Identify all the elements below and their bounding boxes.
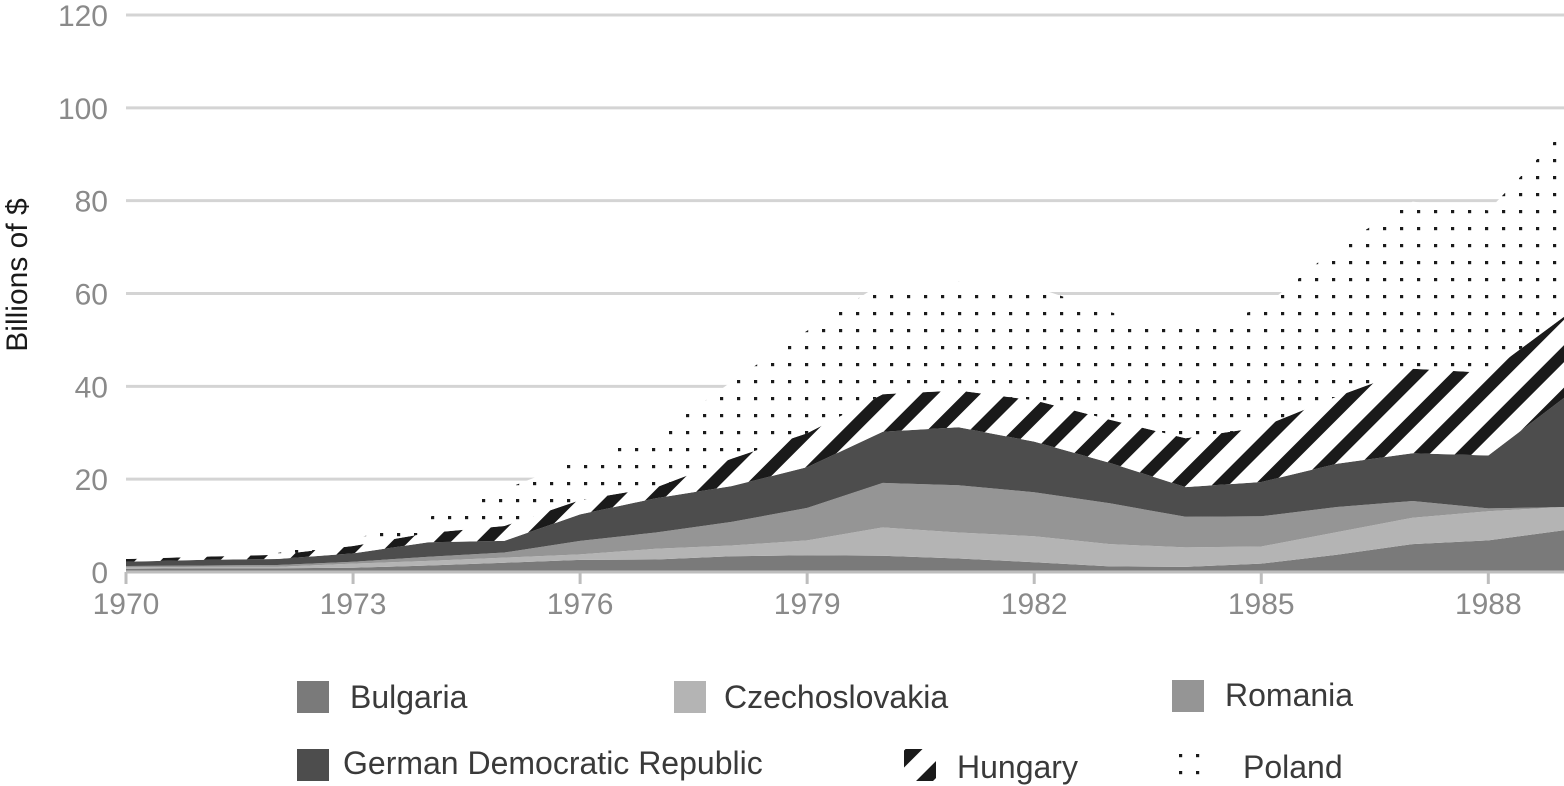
area-romania	[126, 482, 1564, 568]
legend: Bulgaria Czechoslovakia Romania German Demo…	[297, 677, 1353, 785]
x-tick-label: 1982	[1001, 588, 1068, 621]
legend-label-german-democratic-republic: German Democratic Republic	[343, 745, 763, 781]
legend-swatch-czechoslovakia	[674, 681, 706, 713]
x-tick-label: 1973	[320, 588, 387, 621]
y-tick-label: 100	[58, 93, 108, 126]
x-tick-label: 1979	[774, 588, 841, 621]
x-tick-label: 1988	[1455, 588, 1522, 621]
legend-label-romania: Romania	[1225, 677, 1353, 713]
legend-swatch-german-democratic-republic	[297, 749, 329, 781]
axes: 0 20 40 60 80 100 120 1970 1973 1976 1979 1982 1985 1…	[58, 0, 1564, 621]
y-axis-label: Billions of $	[1, 198, 34, 352]
area-bulgaria	[126, 530, 1564, 572]
x-tick-label: 1970	[93, 588, 160, 621]
area-poland	[126, 131, 1564, 559]
legend-label-poland: Poland	[1243, 749, 1343, 785]
legend-swatch-romania	[1172, 680, 1204, 712]
legend-swatch-hungary	[904, 749, 936, 781]
y-tick-label: 0	[91, 557, 108, 590]
y-tick-label: 20	[75, 464, 108, 497]
area-hungary	[126, 316, 1564, 562]
legend-label-bulgaria: Bulgaria	[350, 679, 468, 715]
x-tick-label: 1985	[1228, 588, 1295, 621]
y-tick-label: 120	[58, 0, 108, 33]
plot-area	[126, 131, 1564, 572]
y-tick-label: 60	[75, 279, 108, 312]
y-tick-label: 80	[75, 186, 108, 219]
legend-label-czechoslovakia: Czechoslovakia	[724, 679, 948, 715]
legend-label-hungary: Hungary	[957, 749, 1078, 785]
y-tick-label: 40	[75, 371, 108, 404]
area-german-democratic-republic	[126, 397, 1564, 566]
legend-swatch-poland	[1172, 749, 1204, 781]
area-czechoslovakia	[126, 507, 1564, 569]
legend-swatch-bulgaria	[297, 681, 329, 713]
x-tick-label: 1976	[547, 588, 614, 621]
